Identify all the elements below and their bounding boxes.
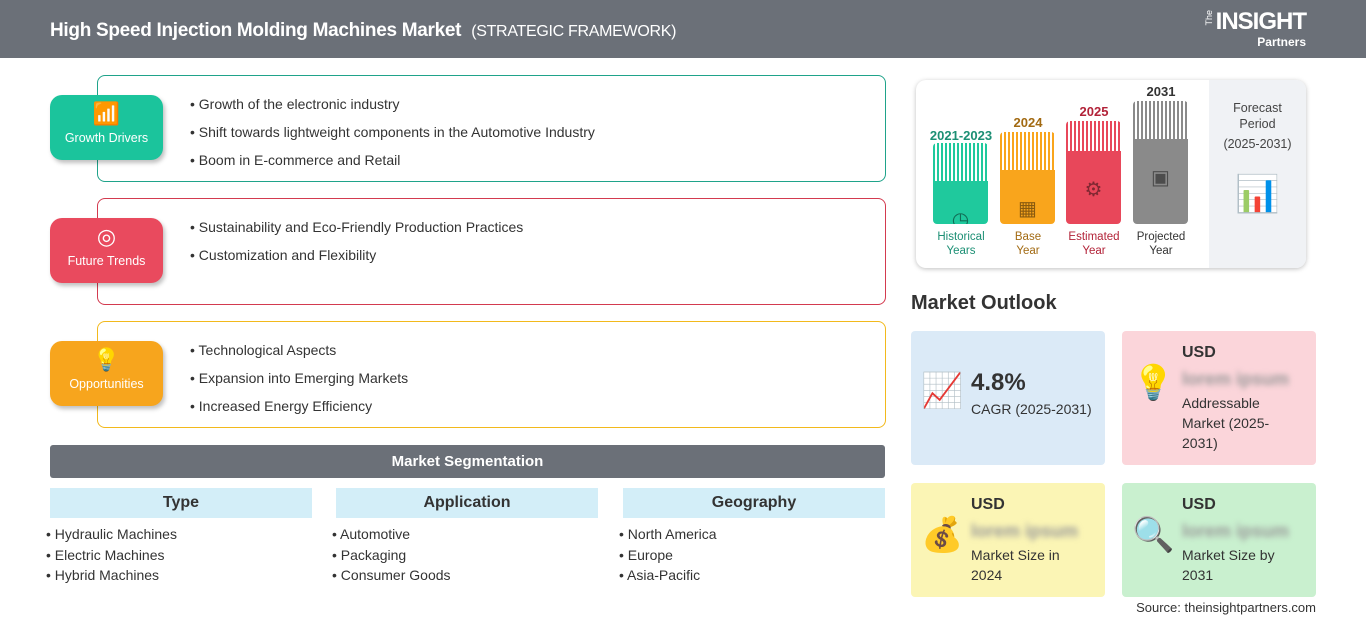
segmentation-title: Market Segmentation	[50, 445, 885, 478]
calendar-icon: ▦	[1000, 170, 1055, 224]
future-trends-pill: ◎ Future Trends	[50, 218, 163, 283]
source-text: Source: theinsightpartners.com	[1136, 600, 1316, 615]
segment-header-geography: Geography	[623, 488, 885, 518]
timeline-bar-base: ▦	[1000, 132, 1055, 224]
page-subtitle: (STRATEGIC FRAMEWORK)	[471, 23, 677, 40]
list-item: Increased Energy Efficiency	[190, 398, 372, 414]
bar-caption: Estimated Year	[1068, 231, 1120, 257]
timeline-card: ◷ ▦ ⚙ ▣ 2021-2023 2024 2025 2031 Histori…	[916, 80, 1306, 268]
timeline-bar-historical: ◷	[933, 143, 988, 224]
growth-drivers-box: Growth of the electronic industry Shift …	[97, 75, 886, 182]
year-label: 2025	[1079, 104, 1109, 119]
future-trends-box: Sustainability and Eco-Friendly Producti…	[97, 198, 886, 305]
header-bar	[0, 0, 1366, 58]
target-icon: ◎	[96, 224, 117, 249]
page-title: High Speed Injection Molding Machines Ma…	[50, 20, 677, 41]
growth-drivers-pill: 📶 Growth Drivers	[50, 95, 163, 160]
market-size-2031-card: 🔍 USD lorem ipsum Market Size by 2031	[1122, 483, 1316, 597]
timeline-bar-projected: ▣	[1133, 101, 1188, 224]
lightbulb-dollar-icon: 💡	[1132, 364, 1175, 402]
year-label: 2031	[1146, 84, 1176, 99]
growth-chart-icon: 📶	[92, 101, 121, 126]
list-item: Asia-Pacific	[619, 567, 700, 583]
list-item: Automotive	[332, 526, 410, 542]
opportunities-pill: 💡 Opportunities	[50, 341, 163, 406]
list-item: Technological Aspects	[190, 342, 337, 358]
analytics-illustration-icon: 📊	[1235, 173, 1280, 214]
year-label: 2021-2023	[929, 128, 993, 143]
money-search-icon: 🔍	[1132, 516, 1175, 554]
market-outlook-title: Market Outlook	[911, 292, 1057, 314]
bar-caption: Projected Year	[1136, 231, 1186, 257]
list-item: Europe	[619, 547, 673, 563]
list-item: Customization and Flexibility	[190, 247, 376, 263]
timeline-bar-estimated: ⚙	[1066, 121, 1121, 224]
list-item: Expansion into Emerging Markets	[190, 370, 408, 386]
logo: TheINSIGHT Partners	[1203, 8, 1307, 49]
presentation-icon: ▣	[1133, 139, 1188, 224]
forecast-period: Forecast Period (2025-2031) 📊	[1209, 80, 1306, 268]
money-chart-icon: 💰	[921, 516, 964, 554]
lightbulb-hand-icon: 💡	[92, 347, 121, 372]
gear-monitor-icon: ⚙	[1066, 151, 1121, 224]
addressable-market-card: 💡 USD lorem ipsum Addressable Market (20…	[1122, 331, 1316, 465]
segment-header-application: Application	[336, 488, 598, 518]
bar-caption: Base Year	[1014, 231, 1042, 257]
opportunities-box: Technological Aspects Expansion into Eme…	[97, 321, 886, 428]
list-item: Packaging	[332, 547, 406, 563]
segment-header-type: Type	[50, 488, 312, 518]
list-item: Electric Machines	[46, 547, 165, 563]
list-item: North America	[619, 526, 717, 542]
list-item: Boom in E-commerce and Retail	[190, 152, 401, 168]
growth-bars-icon: 📈	[921, 372, 964, 410]
market-size-2024-card: 💰 USD lorem ipsum Market Size in 2024	[911, 483, 1105, 597]
cagr-card: 📈 4.8% CAGR (2025-2031)	[911, 331, 1105, 465]
list-item: Hybrid Machines	[46, 567, 159, 583]
year-label: 2024	[1013, 115, 1043, 130]
list-item: Hydraulic Machines	[46, 526, 177, 542]
list-item: Growth of the electronic industry	[190, 96, 400, 112]
list-item: Consumer Goods	[332, 567, 451, 583]
list-item: Sustainability and Eco-Friendly Producti…	[190, 219, 524, 235]
bar-caption: Historical Years	[937, 231, 985, 257]
list-item: Shift towards lightweight components in …	[190, 124, 595, 140]
history-clock-icon: ◷	[933, 181, 988, 224]
